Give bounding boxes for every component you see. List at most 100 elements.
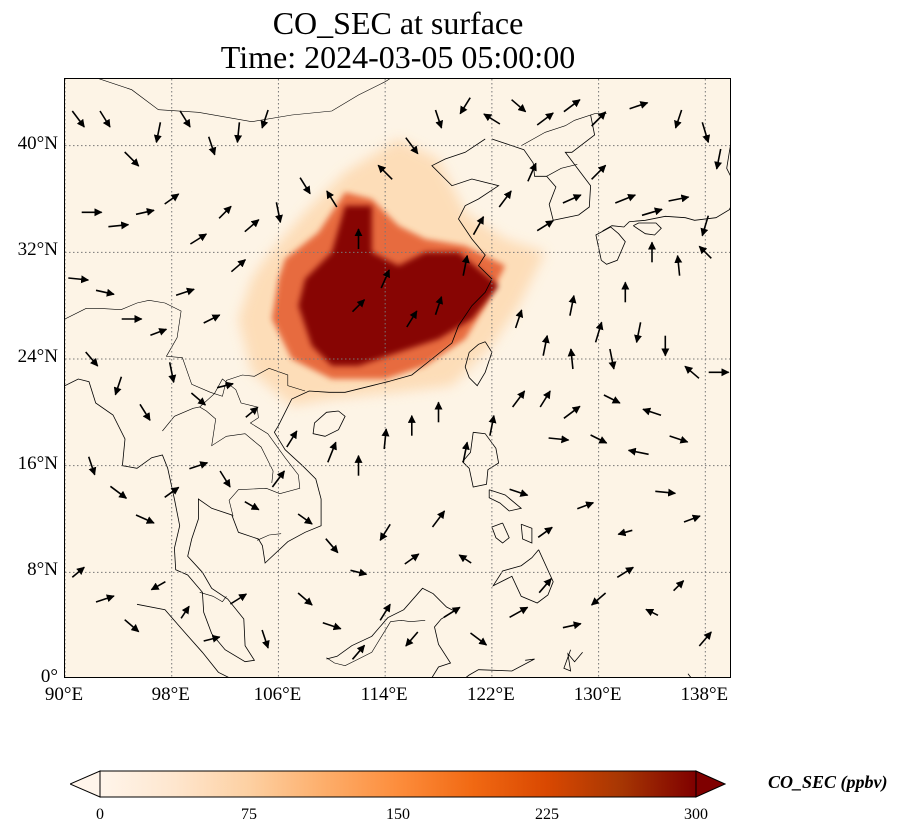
wind-arrow (616, 566, 634, 578)
wind-arrow (135, 207, 155, 216)
map-subtitle-time: Time: 2024-03-05 05:00:00 (220, 39, 576, 75)
wind-arrow (380, 269, 390, 289)
lon-tick-label: 122°E (467, 684, 515, 705)
wind-arrow (68, 275, 90, 284)
border-segment (521, 113, 607, 146)
lat-tick-label: 8°N (27, 559, 58, 581)
wind-arrow (562, 194, 582, 204)
wind-arrow (514, 309, 524, 329)
wind-arrow (275, 202, 283, 224)
wind-arrow (203, 634, 221, 643)
wind-arrow (509, 606, 529, 618)
wind-arrow (322, 621, 342, 631)
wind-arrow (326, 190, 338, 208)
wind-arrow (108, 221, 130, 230)
coastline-segment (492, 549, 554, 604)
wind-arrow (698, 631, 712, 647)
wind-arrow (164, 193, 180, 205)
wind-arrow (405, 631, 419, 647)
plume-high (298, 205, 499, 366)
wind-arrow (234, 122, 243, 144)
coastline-segment (520, 523, 533, 544)
wind-arrow (634, 322, 642, 344)
wind-arrow (350, 568, 368, 577)
wind-arrow (150, 581, 166, 591)
wind-arrow (297, 513, 313, 525)
wind-arrow (299, 177, 311, 195)
wind-arrow (603, 394, 621, 404)
wind-arrow (563, 99, 581, 113)
wind-arrow (113, 376, 123, 396)
wind-arrow (443, 606, 461, 618)
map-title: CO_SEC at surface (272, 5, 524, 41)
wind-arrow (150, 328, 168, 337)
wind-arrow (244, 501, 260, 511)
wind-arrow (71, 566, 85, 578)
wind-arrow (461, 441, 470, 463)
lon-tick-label: 138°E (680, 684, 729, 705)
wind-arrow (109, 485, 128, 499)
lat-tick-label: 40°N (17, 132, 58, 154)
lat-tick-label: 32°N (17, 239, 58, 261)
border-segment (199, 592, 227, 603)
map-canvas (65, 79, 730, 677)
wind-arrow (325, 538, 339, 554)
wind-arrow (470, 632, 488, 646)
wind-arrow (218, 205, 232, 219)
wind-arrow (458, 554, 472, 564)
wind-arrow (179, 110, 191, 128)
wind-arrow (590, 434, 608, 444)
wind-arrow (539, 390, 551, 408)
wind-arrow (271, 470, 286, 488)
wind-arrow (536, 112, 554, 126)
wind-arrow (629, 101, 649, 110)
wind-arrow (230, 259, 247, 273)
wind-arrow (674, 109, 683, 129)
wind-arrow (577, 501, 595, 510)
border-segment (326, 619, 426, 667)
wind-arrow (537, 526, 553, 538)
wind-arrow (673, 580, 685, 592)
border-segment (98, 79, 390, 123)
wind-arrow (327, 441, 337, 463)
coastline-segment (312, 410, 346, 437)
map-panel (64, 78, 731, 678)
wind-arrow (674, 254, 683, 276)
wind-arrow (700, 215, 710, 237)
wind-arrow (483, 113, 501, 125)
wind-arrow (509, 488, 529, 497)
wind-arrow (203, 314, 221, 324)
wind-arrow (645, 608, 659, 617)
coastline-segment (491, 522, 510, 544)
wind-arrow (472, 216, 485, 236)
lat-tick-label: 24°N (17, 346, 58, 367)
wind-arrow (608, 348, 617, 370)
coastline-segment (465, 658, 535, 677)
wind-arrow (124, 151, 140, 167)
wind-arrow (591, 111, 607, 127)
coastline-segment (491, 114, 596, 221)
coastline-segment (687, 673, 691, 677)
wind-arrow (642, 407, 662, 417)
wind-arrow (99, 110, 111, 128)
wind-arrow (590, 592, 607, 606)
wind-arrow (527, 162, 537, 182)
lat-tick-label: 16°N (17, 452, 58, 474)
border-segment (546, 164, 578, 177)
wind-arrow (488, 414, 497, 436)
wind-arrow (641, 207, 663, 217)
wind-arrow (219, 470, 231, 488)
colorbar-tick-label: 0 (96, 806, 104, 823)
wind-arrow (297, 592, 313, 606)
wind-arrow (655, 488, 677, 497)
wind-arrow (568, 294, 577, 316)
wind-arrow (216, 381, 234, 390)
wind-arrow (684, 365, 700, 379)
wind-arrow (351, 299, 366, 313)
wind-arrow (260, 109, 269, 129)
wind-arrow (434, 109, 444, 129)
wind-arrow (562, 621, 582, 630)
coastline-segment (602, 145, 730, 232)
border-segment (164, 302, 306, 397)
wind-arrow (351, 644, 366, 660)
